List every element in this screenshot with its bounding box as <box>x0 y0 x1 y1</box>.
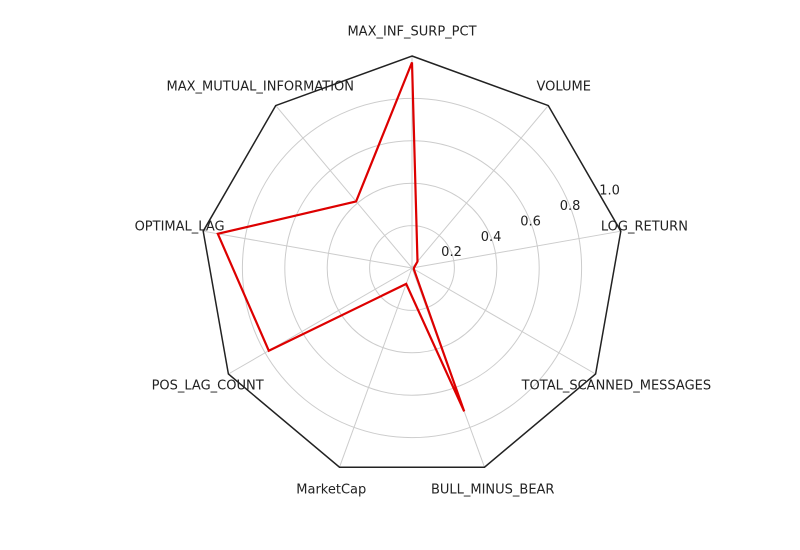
radial-tick-label: 1.0 <box>599 184 620 199</box>
series-line <box>216 61 466 412</box>
radial-tick-label: 0.2 <box>441 245 462 260</box>
axis-label: OPTIMAL_LAG <box>135 220 225 235</box>
series-layer <box>216 61 466 412</box>
spoke-line <box>411 105 549 269</box>
spoke-line <box>275 105 413 269</box>
axis-label: VOLUME <box>536 80 590 95</box>
axis-label: LOG_RETURN <box>601 220 688 235</box>
axis-labels: MAX_INF_SURP_PCT VOLUME LOG_RETURN TOTAL_SC… <box>135 25 712 498</box>
axis-label: MarketCap <box>296 482 366 497</box>
spoke-line <box>339 267 413 468</box>
outer-frame <box>202 55 622 468</box>
spoke-line <box>411 267 596 375</box>
radial-tick-label: 0.6 <box>520 214 541 229</box>
axis-label: BULL_MINUS_BEAR <box>431 482 555 497</box>
spoke-line <box>203 230 413 269</box>
axis-label: MAX_MUTUAL_INFORMATION <box>167 80 354 95</box>
frame-layer <box>202 55 622 468</box>
axis-label: MAX_INF_SURP_PCT <box>347 25 476 40</box>
spoke-line <box>228 267 413 375</box>
spoke-line <box>411 230 621 269</box>
radial-tick-label: 0.4 <box>481 230 502 245</box>
axis-label: TOTAL_SCANNED_MESSAGES <box>521 379 712 394</box>
axis-label: POS_LAG_COUNT <box>152 379 264 394</box>
radial-tick-label: 0.8 <box>560 199 581 214</box>
radial-tick-labels: 0.2 0.4 0.6 0.8 1.0 <box>441 184 620 260</box>
